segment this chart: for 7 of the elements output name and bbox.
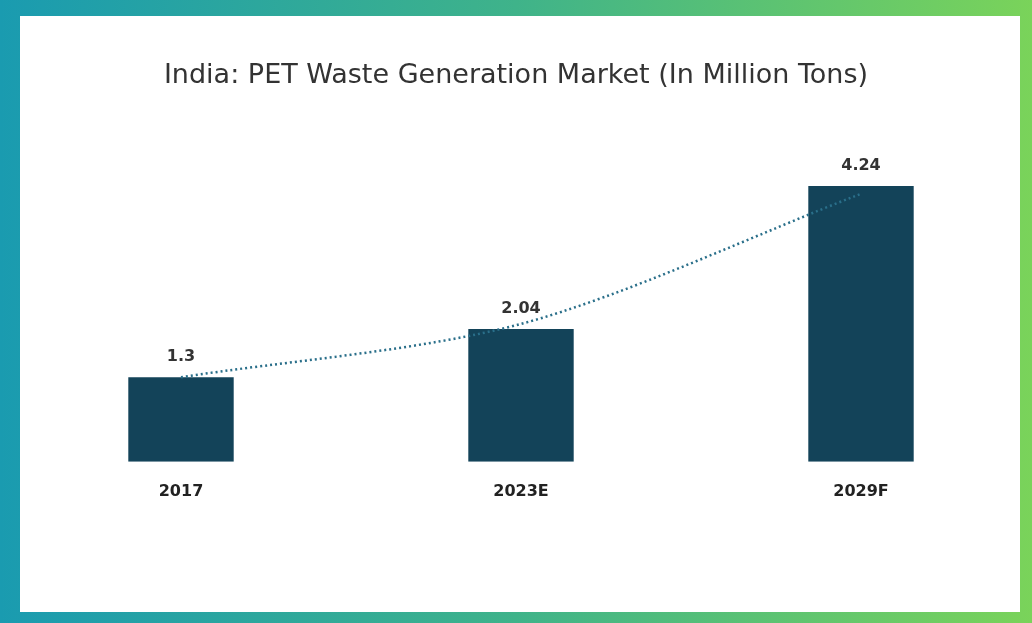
chart-title: India: PET Waste Generation Market (In Million Tons)	[162, 58, 870, 89]
data-label: 2.04	[501, 298, 541, 318]
x-tick-label: 2023E	[493, 480, 549, 500]
data-label: 4.24	[841, 155, 881, 175]
x-tick-label: 2029F	[833, 480, 889, 500]
data-label: 1.3	[166, 346, 196, 366]
x-tick-label: 2017	[158, 480, 204, 500]
